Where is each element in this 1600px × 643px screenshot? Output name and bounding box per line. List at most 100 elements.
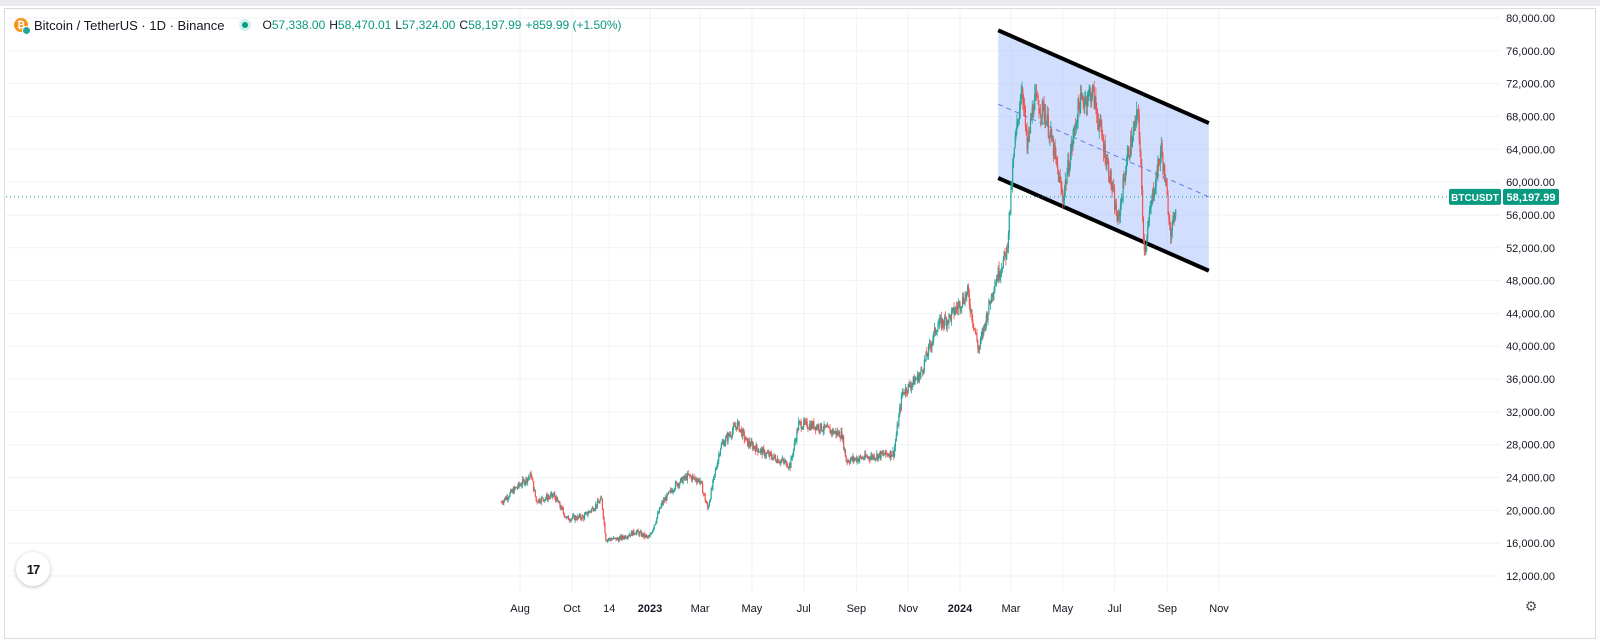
- candle-body: [983, 325, 985, 335]
- candle-body: [1074, 127, 1077, 129]
- market-open-icon: [238, 19, 251, 31]
- candle-body: [997, 267, 999, 281]
- candle-body: [725, 435, 728, 438]
- candle-body: [861, 457, 863, 459]
- candle-body: [764, 455, 767, 457]
- gear-icon[interactable]: ⚙: [1524, 597, 1538, 614]
- candle-body: [500, 502, 502, 503]
- candle-body: [575, 516, 577, 519]
- candle-body: [562, 508, 564, 513]
- candle-body: [568, 519, 570, 521]
- candle-body: [625, 537, 627, 539]
- candle-body: [808, 428, 810, 430]
- candle-body: [837, 431, 840, 435]
- candle-body: [885, 450, 887, 454]
- candle-body: [834, 431, 836, 433]
- candle-body: [604, 523, 606, 534]
- candle-body: [802, 427, 804, 429]
- candle-body: [601, 498, 604, 510]
- candle-body: [821, 430, 824, 432]
- candle-body: [1089, 90, 1091, 92]
- candle-body: [1042, 100, 1044, 105]
- candle-body: [847, 460, 849, 462]
- candle-body: [632, 530, 634, 536]
- candle-body: [530, 472, 532, 478]
- candle-body: [964, 294, 966, 304]
- candle-body: [1108, 161, 1110, 178]
- candle-body: [807, 427, 809, 429]
- channel-lower-line[interactable]: [997, 176, 1210, 273]
- candle-body: [1130, 136, 1133, 147]
- candle-body: [782, 459, 784, 461]
- candle-body: [1164, 179, 1167, 182]
- candle-body: [845, 456, 847, 462]
- candle-body: [844, 448, 846, 457]
- candle-body: [592, 507, 594, 511]
- candle-body: [967, 286, 970, 295]
- candle-body: [1052, 139, 1055, 157]
- candle-body: [640, 531, 642, 533]
- candle-body: [705, 500, 707, 503]
- candle-body: [961, 306, 963, 309]
- candle-body: [1055, 154, 1057, 158]
- candle-body: [934, 327, 936, 334]
- candle-body: [1054, 144, 1056, 155]
- candle-body: [871, 454, 874, 459]
- candle-body: [665, 497, 667, 501]
- candle-body: [691, 476, 693, 480]
- candle-body: [1009, 209, 1011, 213]
- candle-body: [740, 429, 742, 430]
- ticker-tag[interactable]: [1449, 188, 1501, 205]
- channel-upper-line[interactable]: [997, 28, 1210, 125]
- candle-body: [724, 442, 726, 446]
- candle-body: [1004, 251, 1006, 254]
- candle-body: [889, 451, 891, 458]
- candle-body: [1125, 171, 1127, 181]
- candle-body: [616, 537, 618, 541]
- candle-body: [527, 477, 530, 479]
- x-axis-label: Nov: [1209, 603, 1229, 615]
- tradingview-logo-icon[interactable]: 17: [16, 552, 50, 586]
- last-price-tag[interactable]: [1503, 188, 1559, 205]
- candle-body: [1096, 113, 1099, 123]
- candle-body: [1090, 90, 1092, 103]
- candle-body: [1018, 119, 1020, 120]
- candle-body: [936, 331, 938, 333]
- candle-body: [512, 489, 514, 494]
- x-axis-label: May: [1052, 603, 1073, 615]
- candle-body: [595, 504, 597, 509]
- candle-body: [1113, 190, 1116, 210]
- candle-body: [958, 301, 960, 305]
- candle-body: [818, 425, 820, 431]
- candle-body: [943, 324, 945, 326]
- candle-body: [660, 505, 662, 509]
- candle-body: [843, 448, 846, 450]
- candle-body: [508, 496, 510, 499]
- candle-body: [545, 495, 547, 499]
- candle-body: [684, 475, 686, 479]
- candle-body: [921, 369, 923, 371]
- candle-body: [1022, 89, 1024, 103]
- candle-body: [883, 454, 886, 456]
- candle-body: [715, 468, 717, 470]
- candle-body: [1032, 107, 1034, 114]
- candle-body: [955, 307, 957, 312]
- candle-body: [708, 501, 711, 507]
- candle-body: [913, 377, 915, 385]
- candle-body: [670, 489, 672, 492]
- candle-body: [989, 303, 992, 305]
- candle-body: [1072, 138, 1074, 148]
- candle-body: [664, 497, 666, 501]
- candle-body: [1074, 127, 1076, 129]
- candle-body: [1111, 187, 1113, 190]
- candle-body: [730, 436, 733, 437]
- candle-body: [1007, 233, 1010, 249]
- candle-body: [786, 461, 788, 467]
- candle-body: [1131, 140, 1134, 147]
- candle-body: [887, 454, 889, 456]
- candle-body: [1153, 189, 1155, 197]
- candle-body: [1029, 118, 1032, 133]
- symbol-title[interactable]: Bitcoin / TetherUS · 1D · Binance: [34, 17, 225, 33]
- candle-body: [895, 434, 897, 441]
